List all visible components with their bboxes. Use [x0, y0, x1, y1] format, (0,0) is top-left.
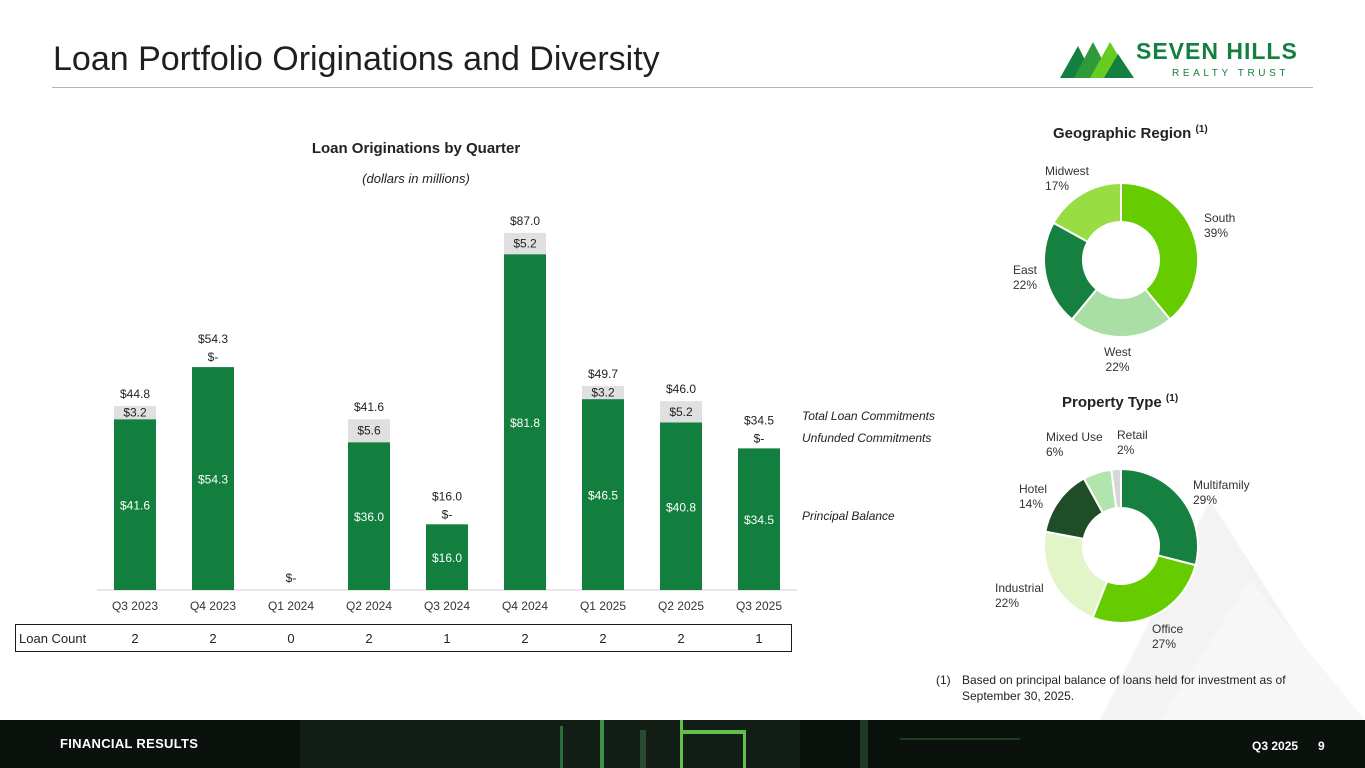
label-total-8: $34.5 — [744, 413, 774, 427]
prop-slice-office — [1091, 554, 1197, 625]
legend-unfunded-commitments: Unfunded Commitments — [802, 431, 932, 445]
bar-principal-4 — [426, 524, 468, 590]
footer-section-label: FINANCIAL RESULTS — [60, 736, 199, 751]
loan-count-label: Loan Count — [19, 631, 87, 646]
bar-unfunded-6 — [582, 385, 624, 400]
label-total-5: $87.0 — [510, 214, 540, 228]
geo-label-east: East 22% — [1013, 263, 1038, 292]
label-unfunded-8: $- — [754, 431, 765, 445]
category-label-4: Q3 2024 — [424, 599, 470, 613]
category-label-0: Q3 2023 — [112, 599, 158, 613]
footer-bar: FINANCIAL RESULTS Q3 2025 9 — [0, 720, 1365, 768]
loan-count-cell-1: 2 — [209, 631, 217, 646]
prop-label-industrial: Industrial 22% — [995, 581, 1044, 610]
label-principal-0: $41.6 — [120, 499, 150, 513]
category-label-2: Q1 2024 — [268, 599, 314, 613]
geographic-region-title: Geographic Region (1) — [1053, 124, 1208, 142]
prop-label-mixed-use: Mixed Use 6% — [1046, 430, 1103, 459]
loan-count-cell-6: 2 — [599, 631, 607, 646]
category-label-3: Q2 2024 — [346, 599, 392, 613]
loan-count-cell-8: 1 — [755, 631, 763, 646]
label-unfunded-3: $5.6 — [357, 424, 381, 438]
label-total-7: $46.0 — [666, 382, 696, 396]
loan-count-cell-5: 2 — [521, 631, 529, 646]
label-unfunded-4: $- — [442, 507, 453, 521]
page-title: Loan Portfolio Originations and Diversit… — [53, 40, 660, 78]
label-total-6: $49.7 — [588, 367, 618, 381]
label-total-4: $16.0 — [432, 489, 462, 503]
footer-period: Q3 2025 — [1252, 739, 1299, 753]
prop-slice-retail — [1110, 467, 1122, 510]
label-unfunded-1: $- — [208, 350, 219, 364]
bar-unfunded-3 — [348, 419, 390, 443]
category-label-5: Q4 2024 — [502, 599, 548, 613]
bar-principal-8 — [738, 448, 780, 590]
legend-total-commitments: Total Loan Commitments — [802, 409, 935, 423]
footer-page-info: Q3 2025 9 — [1252, 739, 1325, 753]
geo-slice-south — [1120, 181, 1199, 321]
category-label-7: Q2 2025 — [658, 599, 704, 613]
bar-principal-0 — [114, 419, 156, 590]
mountains-logo-icon — [1060, 42, 1134, 78]
bar-principal-6 — [582, 399, 624, 590]
bar-unfunded-7 — [660, 401, 702, 423]
label-principal-3: $36.0 — [354, 510, 384, 524]
loan-count-cell-7: 2 — [677, 631, 685, 646]
geo-label-west: West 22% — [1104, 345, 1132, 374]
bar-principal-3 — [348, 442, 390, 590]
label-unfunded-7: $5.2 — [669, 405, 693, 419]
prop-label-office: Office 27% — [1152, 622, 1184, 651]
geo-label-south: South 39% — [1204, 211, 1236, 240]
bar-unfunded-5 — [504, 232, 546, 255]
background-mountain-graphic — [1100, 500, 1365, 720]
label-principal-1: $54.3 — [198, 473, 228, 487]
label-principal-4: $16.0 — [432, 551, 462, 565]
bar-principal-1 — [192, 367, 234, 590]
label-total-2: $- — [286, 571, 297, 585]
label-unfunded-6: $3.2 — [591, 386, 615, 400]
footnote-text: Based on principal balance of loans held… — [962, 673, 1286, 703]
bar-chart-subtitle: (dollars in millions) — [362, 171, 470, 186]
bar-unfunded-0 — [114, 406, 156, 420]
label-principal-7: $40.8 — [666, 500, 696, 514]
title-divider — [52, 87, 1313, 88]
bar-chart-title: Loan Originations by Quarter — [311, 140, 521, 157]
label-total-1: $54.3 — [198, 332, 228, 346]
footnote-number: (1) — [936, 673, 951, 687]
label-principal-5: $81.8 — [510, 416, 540, 430]
prop-label-retail: Retail 2% — [1117, 428, 1148, 457]
bar-principal-5 — [504, 254, 546, 591]
logo-subtitle: REALTY TRUST — [1172, 68, 1290, 79]
footer-background-graphic — [0, 720, 1365, 768]
category-label-1: Q4 2023 — [190, 599, 236, 613]
label-total-0: $44.8 — [120, 387, 150, 401]
page-number: 9 — [1318, 739, 1325, 753]
label-principal-6: $46.5 — [588, 489, 618, 503]
label-principal-8: $34.5 — [744, 513, 774, 527]
company-logo: SEVEN HILLS REALTY TRUST — [1060, 38, 1320, 82]
label-total-3: $41.6 — [354, 400, 384, 414]
loan-count-table — [15, 624, 792, 652]
loan-count-cell-2: 0 — [287, 631, 295, 646]
label-unfunded-5: $5.2 — [513, 237, 537, 251]
bar-principal-7 — [660, 422, 702, 590]
prop-slice-multifamily — [1120, 467, 1199, 567]
prop-label-hotel: Hotel 14% — [1019, 482, 1048, 511]
category-label-8: Q3 2025 — [736, 599, 782, 613]
logo-name: SEVEN HILLS — [1136, 38, 1298, 64]
legend-principal-balance: Principal Balance — [802, 509, 895, 523]
prop-slice-industrial — [1042, 530, 1109, 619]
label-unfunded-0: $3.2 — [123, 406, 147, 420]
geo-label-midwest: Midwest 17% — [1045, 164, 1090, 193]
loan-count-cell-4: 1 — [443, 631, 451, 646]
geo-slice-midwest — [1052, 181, 1122, 244]
loan-originations-bar-chart: $41.6 $3.2 $44.8 Q3 2023 $54.3 $- $54.3 Q4 2023… — [97, 214, 797, 613]
prop-label-multifamily: Multifamily 29% — [1193, 478, 1250, 507]
loan-count-cell-0: 2 — [131, 631, 139, 646]
property-type-title: Property Type (1) — [1062, 393, 1179, 411]
category-label-6: Q1 2025 — [580, 599, 626, 613]
loan-count-cell-3: 2 — [365, 631, 373, 646]
